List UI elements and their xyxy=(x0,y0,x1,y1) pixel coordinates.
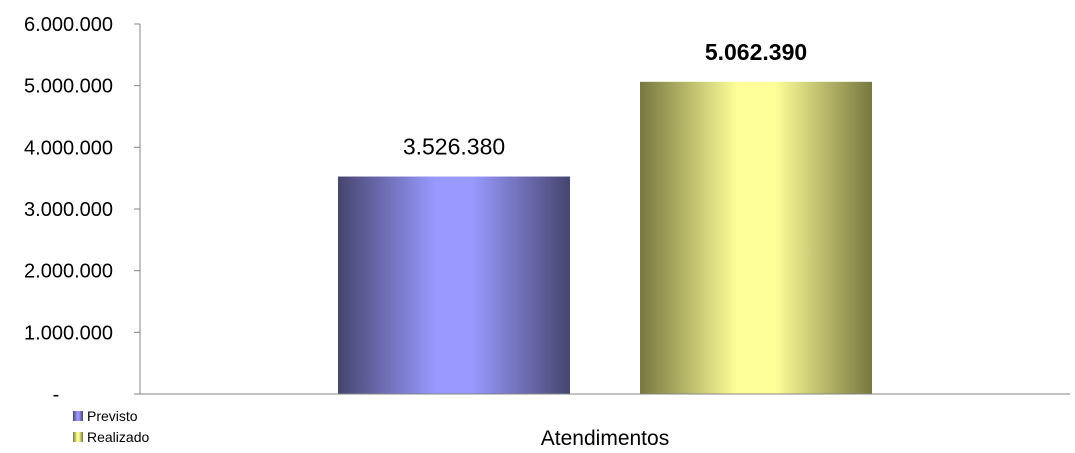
data-labels-group: 3.526.380 5.062.390 xyxy=(403,39,807,160)
y-tick-label: 4.000.000 xyxy=(24,137,113,159)
legend-label-previsto: Previsto xyxy=(87,408,138,424)
data-label-previsto: 3.526.380 xyxy=(403,134,505,160)
legend-swatch-realizado xyxy=(73,432,83,442)
legend: Previsto Realizado xyxy=(73,408,149,445)
legend-swatch-previsto xyxy=(73,411,83,421)
y-tick-label: 3.000.000 xyxy=(24,199,113,221)
legend-label-realizado: Realizado xyxy=(87,429,149,445)
y-tick-label: 5.000.000 xyxy=(24,76,113,98)
bar-realizado xyxy=(640,81,872,395)
data-label-realizado: 5.062.390 xyxy=(705,39,807,65)
y-tick-label: 1.000.000 xyxy=(24,322,113,344)
bars-group xyxy=(338,81,872,395)
y-tick-label: 6.000.000 xyxy=(24,14,113,36)
axes-group: Atendimentos - 1.000.000 2.000.000 3.000.000… xyxy=(24,14,1070,450)
y-tick-label: - xyxy=(53,384,60,406)
x-category-label: Atendimentos xyxy=(541,427,669,450)
y-tick-label: 2.000.000 xyxy=(24,261,113,283)
bar-previsto xyxy=(338,176,570,394)
